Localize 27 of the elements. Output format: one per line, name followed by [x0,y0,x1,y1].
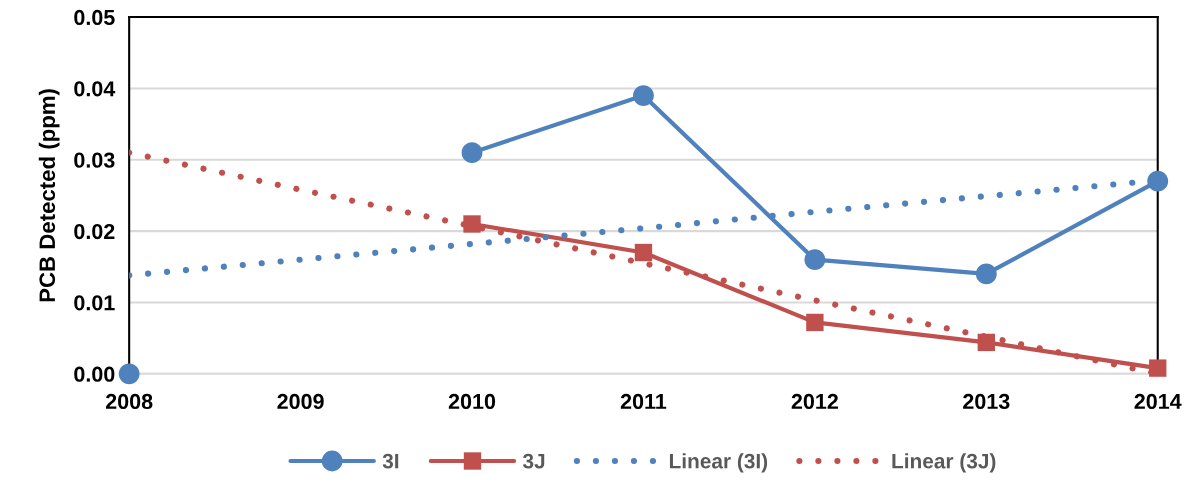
y-tick-label: 0.01 [74,295,115,311]
point [633,85,654,106]
x-tick-label: 2012 [791,393,838,410]
x-tick-label: 2011 [620,393,667,410]
x-tick-label: 2010 [448,393,496,410]
point [118,363,140,385]
point [806,313,824,332]
x-tick-label: 2013 [963,393,1010,410]
y-tick-label: 0.04 [74,81,116,97]
point [975,263,997,285]
y-axis-title: PCB Detected (ppm) [38,89,60,302]
point [461,142,483,164]
y-tick-label: 0.00 [74,366,115,382]
y-tick-label: 0.03 [74,152,115,168]
legend-label: 3J [522,453,545,469]
legend-label: Linear (3J) [892,453,996,473]
y-tick-label: 0.02 [74,223,115,240]
point [1149,359,1167,377]
legend-label: Linear (3I) [669,453,768,473]
x-tick-label: 2008 [105,393,153,410]
x-tick-label: 2014 [1134,393,1182,410]
point [804,249,826,271]
y-tick-label: 0.05 [74,9,115,26]
point [463,215,481,233]
legend-label: 3I [382,453,399,469]
x-tick-label: 2009 [277,393,324,410]
point [634,243,653,262]
